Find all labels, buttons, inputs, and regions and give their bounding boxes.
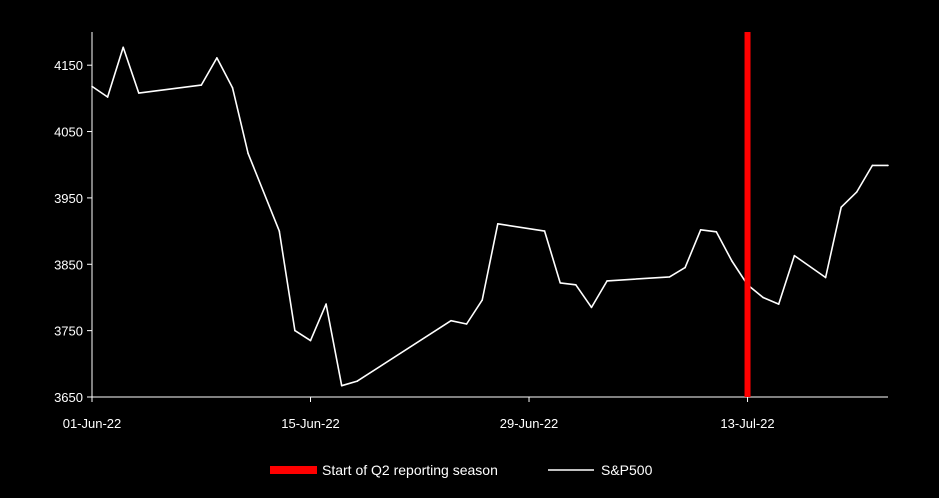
x-tick-label: 13-Jul-22: [720, 416, 774, 431]
y-tick-label: 4150: [54, 58, 83, 73]
data-point: [216, 57, 218, 59]
data-point: [481, 299, 483, 301]
data-point: [699, 228, 702, 231]
axes: 3650 3750 3850 3950 4050 4150 01-Jun-22 15-Jun-…: [54, 32, 888, 431]
data-point: [294, 329, 296, 332]
data-point: [543, 230, 546, 232]
data-point: [731, 260, 733, 262]
data-point: [590, 306, 593, 309]
data-point: [668, 276, 671, 278]
data-point: [559, 282, 562, 284]
series-layer: [91, 46, 889, 387]
data-point: [793, 254, 796, 257]
data-point: [840, 206, 842, 208]
data-point: [450, 319, 452, 322]
data-point: [91, 85, 93, 88]
y-tick-label: 3650: [54, 390, 83, 405]
legend-label-sp500: S&P500: [601, 462, 653, 478]
data-point: [871, 164, 874, 167]
legend-label-reporting-season: Start of Q2 reporting season: [322, 462, 498, 478]
data-point: [497, 222, 499, 225]
data-point: [684, 266, 686, 269]
data-point: [762, 296, 764, 299]
data-point: [122, 46, 125, 49]
data-point: [309, 339, 312, 342]
data-point: [465, 323, 468, 325]
data-point: [575, 284, 577, 286]
x-tick-label: 01-Jun-22: [63, 416, 122, 431]
data-point: [138, 92, 140, 94]
legend-swatch-reporting-season: [270, 466, 317, 474]
data-point: [325, 303, 327, 305]
y-tick-label: 4050: [54, 125, 83, 140]
legend: Start of Q2 reporting season S&P500: [270, 462, 653, 478]
data-point: [824, 276, 827, 279]
data-point: [231, 86, 234, 89]
data-point: [247, 152, 249, 155]
y-tick-label: 3750: [54, 324, 83, 339]
data-point: [855, 191, 858, 193]
y-tick-label: 3850: [54, 257, 83, 272]
data-point: [340, 384, 343, 387]
y-tick-label: 3950: [54, 191, 83, 206]
data-point: [356, 380, 359, 382]
reporting-season-marker: [744, 32, 751, 397]
data-point: [715, 230, 718, 233]
data-point: [887, 164, 889, 167]
data-point: [278, 230, 281, 232]
annotation-layer: [744, 32, 751, 397]
data-point: [200, 84, 203, 86]
data-point: [106, 96, 109, 98]
x-tick-label: 15-Jun-22: [281, 416, 340, 431]
data-point: [606, 280, 608, 282]
x-tick-label: 29-Jun-22: [500, 416, 559, 431]
data-point: [777, 303, 780, 305]
